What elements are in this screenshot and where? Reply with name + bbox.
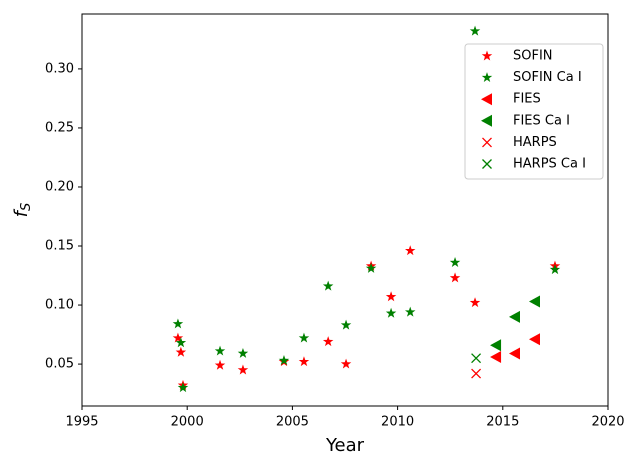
legend-label: SOFIN	[513, 49, 553, 64]
star-marker	[175, 346, 187, 357]
y-tick-label: 0.30	[45, 61, 74, 76]
x-marker	[471, 368, 482, 379]
y-tick-label: 0.05	[45, 357, 74, 372]
star-marker	[214, 359, 226, 370]
triangle-marker	[528, 333, 540, 346]
x-tick-label: 1995	[65, 415, 98, 430]
star-marker	[449, 272, 461, 283]
x-tick-label: 2010	[381, 415, 414, 430]
legend-label: SOFIN Ca I	[513, 70, 582, 85]
triangle-marker	[528, 295, 540, 308]
star-marker	[177, 382, 189, 393]
star-marker	[237, 364, 249, 375]
x-tick-label: 2000	[171, 415, 204, 430]
triangle-marker	[509, 347, 521, 360]
star-marker	[481, 72, 493, 83]
star-marker	[385, 291, 397, 302]
x-marker	[482, 159, 492, 169]
star-marker	[322, 280, 334, 291]
star-marker	[449, 257, 461, 267]
x-axis-label: Year	[325, 435, 365, 456]
legend-label: HARPS Ca I	[513, 157, 586, 172]
triangle-marker	[481, 93, 492, 106]
star-marker	[298, 356, 310, 367]
triangle-marker	[481, 114, 492, 127]
y-tick-label: 0.15	[45, 239, 74, 254]
star-marker	[469, 25, 481, 36]
legend-label: HARPS	[513, 135, 557, 150]
y-tick-label: 0.25	[45, 120, 74, 135]
x-marker	[471, 353, 482, 364]
triangle-marker	[490, 339, 502, 352]
triangle-marker	[509, 310, 521, 323]
star-marker	[340, 358, 352, 369]
star-marker	[404, 306, 416, 317]
x-marker	[482, 137, 492, 148]
x-tick-label: 2005	[276, 415, 309, 430]
x-tick-label: 2015	[486, 415, 519, 430]
legend-box	[464, 43, 604, 180]
y-axis-label-main: f	[11, 208, 32, 217]
star-marker	[278, 355, 290, 365]
y-tick-label: 0.20	[45, 179, 74, 194]
star-marker	[172, 332, 184, 343]
y-axis-label: fS	[11, 203, 34, 218]
star-marker	[365, 262, 377, 273]
y-axis-label-sub: S	[19, 203, 34, 211]
star-marker	[298, 332, 310, 343]
star-marker	[172, 318, 184, 329]
y-tick-label: 0.10	[45, 298, 74, 313]
star-marker	[175, 337, 187, 348]
star-marker	[322, 336, 334, 347]
star-marker	[549, 264, 561, 275]
star-marker	[385, 307, 397, 318]
legend-label: FIES Ca I	[513, 113, 570, 128]
star-marker	[404, 245, 416, 256]
plot-frame	[81, 13, 609, 407]
star-marker	[481, 50, 493, 61]
star-marker	[469, 297, 481, 308]
x-tick-label: 2020	[591, 415, 624, 430]
star-marker	[237, 347, 249, 358]
legend-label: FIES	[513, 92, 541, 107]
star-marker	[340, 319, 352, 330]
triangle-marker	[490, 351, 502, 363]
star-marker	[214, 345, 226, 356]
